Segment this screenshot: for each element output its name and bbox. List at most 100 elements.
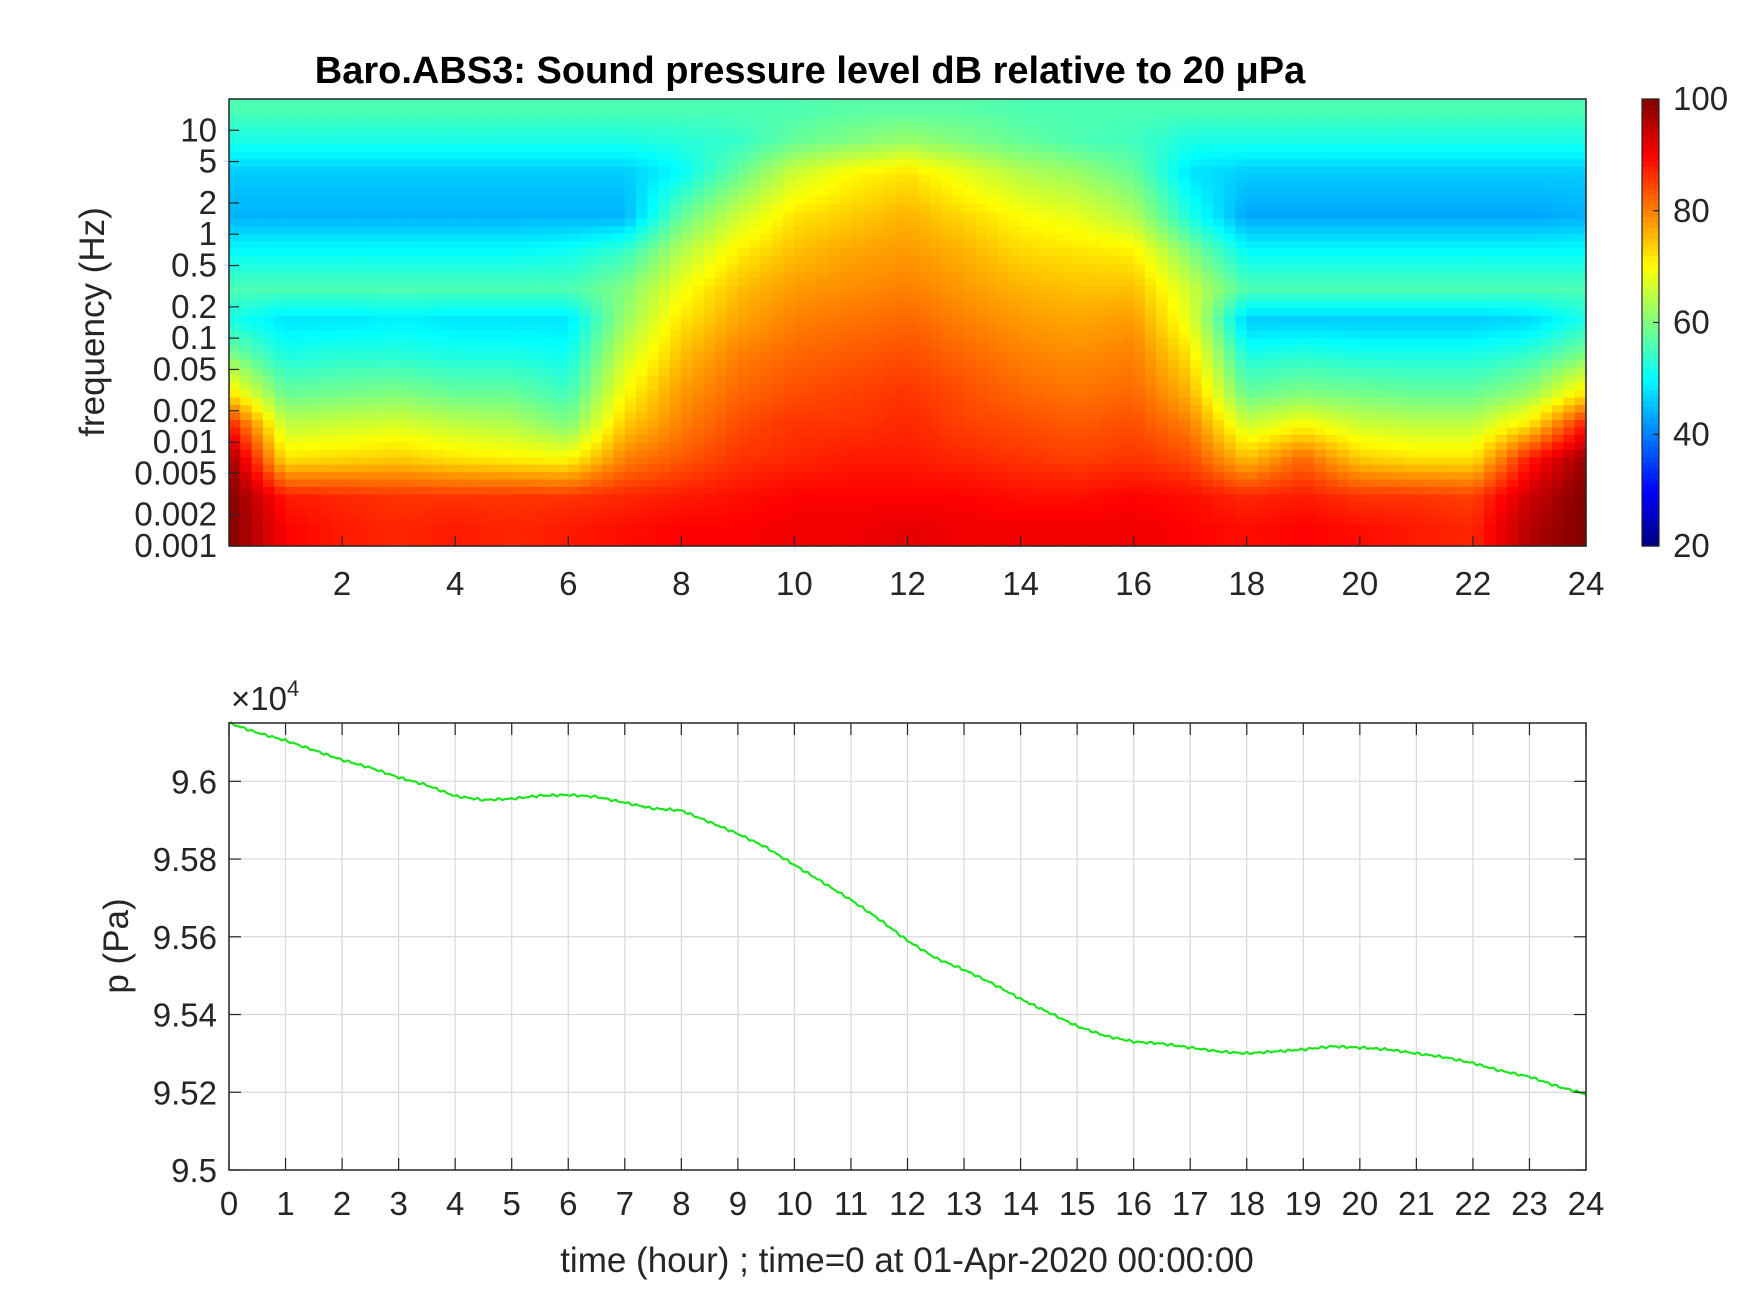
heatmap-cell (568, 180, 581, 189)
heatmap-cell (319, 419, 332, 428)
heatmap-cell (850, 121, 863, 130)
heatmap-cell (884, 411, 897, 420)
heatmap-cell (511, 397, 524, 406)
heatmap-cell (670, 106, 682, 115)
heatmap-cell (794, 434, 807, 443)
heatmap-cell (556, 464, 569, 473)
heatmap-cell (556, 277, 569, 286)
heatmap-cell (1099, 538, 1112, 547)
heatmap-cell (319, 195, 332, 204)
heatmap-cell (850, 300, 863, 309)
heatmap-cell (884, 478, 897, 487)
heatmap-cell (918, 397, 931, 406)
heatmap-cell (749, 411, 762, 420)
heatmap-cell (1020, 329, 1033, 338)
heatmap-cell (523, 501, 535, 510)
heatmap-cell (907, 292, 920, 301)
heatmap-cell (1065, 456, 1078, 465)
heatmap-cell (568, 151, 581, 160)
heatmap-cell (828, 501, 841, 510)
heatmap-cell (1144, 374, 1157, 383)
heatmap-cell (511, 516, 524, 525)
heatmap-cell (997, 151, 1010, 160)
heatmap-cell (376, 166, 388, 175)
heatmap-cell (907, 397, 920, 406)
heatmap-cell (262, 292, 275, 301)
heatmap-cell (681, 374, 694, 383)
heatmap-cell (930, 173, 943, 182)
heatmap-cell (941, 240, 954, 249)
heatmap-cell (398, 233, 411, 242)
heatmap-cell (884, 270, 897, 279)
heatmap-cell (330, 203, 343, 212)
heatmap-cell (1088, 128, 1101, 137)
heatmap-cell (737, 374, 750, 383)
heatmap-cell (1020, 382, 1033, 391)
heatmap-cell (466, 106, 479, 115)
heatmap-cell (455, 195, 468, 204)
heatmap-cell (342, 456, 354, 465)
heatmap-cell (477, 322, 490, 331)
heatmap-cell (511, 501, 524, 510)
heatmap-cell (240, 411, 253, 420)
heatmap-cell (964, 478, 976, 487)
heatmap-cell (443, 136, 456, 145)
heatmap-cell (715, 218, 728, 227)
heatmap-cell (1144, 166, 1157, 175)
heatmap-cell (602, 277, 615, 286)
heatmap-cell (489, 203, 501, 212)
heatmap-cell (839, 158, 852, 167)
heatmap-cell (1077, 248, 1090, 257)
heatmap-cell (274, 456, 287, 465)
heatmap-cell (817, 210, 829, 219)
heatmap-cell (364, 531, 377, 540)
heatmap-cell (489, 151, 501, 160)
heatmap-cell (952, 464, 965, 473)
heatmap-cell (692, 210, 705, 219)
heatmap-cell (964, 180, 976, 189)
heatmap-cell (545, 99, 558, 108)
heatmap-cell (409, 344, 422, 353)
heatmap-cell (862, 166, 875, 175)
heatmap-cell (975, 106, 988, 115)
heatmap-cell (511, 449, 524, 458)
heatmap-cell (952, 501, 965, 510)
heatmap-cell (1020, 262, 1033, 271)
heatmap-cell (1122, 352, 1135, 361)
heatmap-cell (941, 352, 954, 361)
heatmap-cell (489, 322, 501, 331)
heatmap-cell (1054, 151, 1067, 160)
heatmap-cell (952, 188, 965, 197)
heatmap-cell (1133, 441, 1146, 450)
heatmap-cell (409, 262, 422, 271)
heatmap-cell (805, 180, 818, 189)
heatmap-cell (805, 329, 818, 338)
heatmap-cell (568, 382, 581, 391)
heatmap-cell (1144, 501, 1157, 510)
heatmap-cell (636, 158, 649, 167)
heatmap-cell (1054, 188, 1067, 197)
heatmap-cell (455, 374, 468, 383)
heatmap-cell (398, 374, 411, 383)
heatmap-cell (805, 434, 818, 443)
heatmap-cell (545, 158, 558, 167)
heatmap-cell (636, 419, 649, 428)
heatmap-cell (794, 106, 807, 115)
heatmap-cell (274, 329, 287, 338)
heatmap-cell (918, 300, 931, 309)
heatmap-cell (579, 352, 592, 361)
heatmap-cell (1065, 270, 1078, 279)
heatmap-cell (1020, 315, 1033, 324)
heatmap-cell (986, 374, 999, 383)
heatmap-cell (353, 523, 366, 532)
heatmap-cell (1122, 456, 1135, 465)
heatmap-cell (342, 262, 354, 271)
heatmap-cell (568, 501, 581, 510)
heatmap-cell (274, 225, 287, 234)
heatmap-cell (1077, 143, 1090, 152)
heatmap-cell (376, 218, 388, 227)
heatmap-cell (545, 389, 558, 398)
heatmap-cell (1031, 285, 1044, 294)
heatmap-cell (670, 173, 682, 182)
heatmap-cell (1009, 501, 1022, 510)
